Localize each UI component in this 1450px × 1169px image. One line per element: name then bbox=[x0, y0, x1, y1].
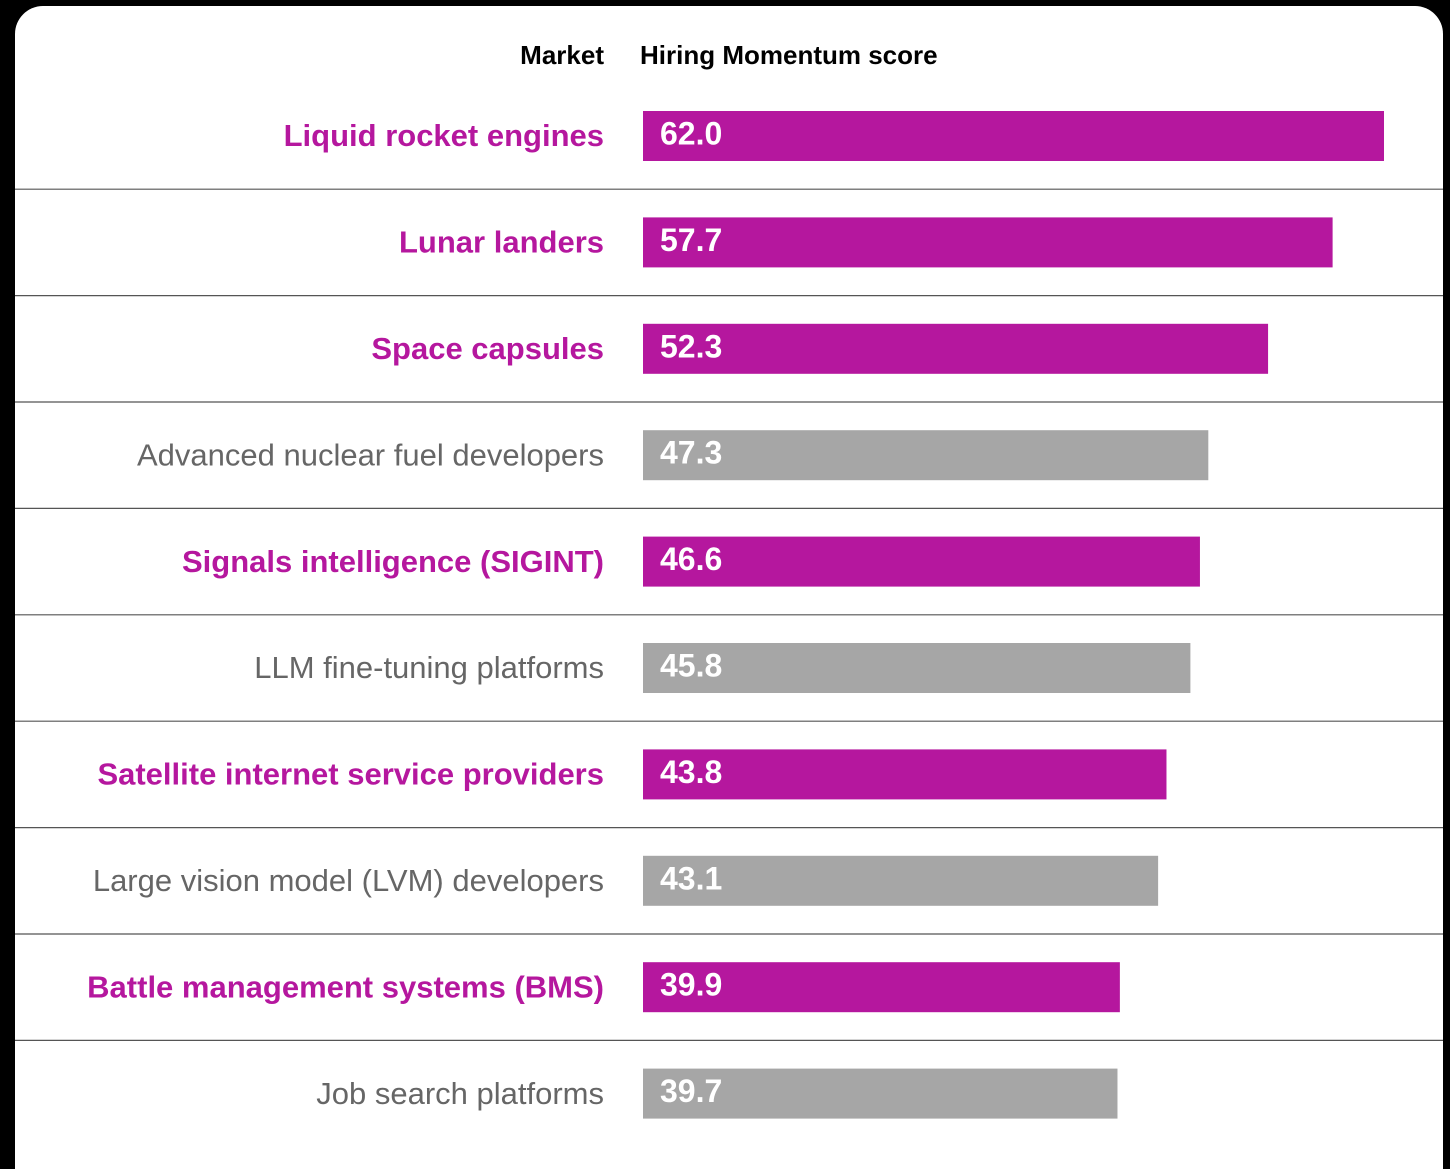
value-label: 52.3 bbox=[660, 328, 722, 364]
category-label: Satellite internet service providers bbox=[97, 757, 604, 792]
bar bbox=[643, 1068, 1118, 1119]
category-label: Signals intelligence (SIGINT) bbox=[182, 544, 604, 579]
bar bbox=[643, 643, 1191, 693]
category-label: Job search platforms bbox=[316, 1076, 604, 1111]
category-label: Large vision model (LVM) developers bbox=[93, 863, 604, 898]
value-label: 43.1 bbox=[660, 860, 722, 896]
category-label: LLM fine-tuning platforms bbox=[254, 650, 604, 685]
category-label: Space capsules bbox=[371, 331, 604, 366]
category-header: Market bbox=[520, 40, 604, 70]
value-label: 43.8 bbox=[660, 754, 722, 790]
bar bbox=[643, 749, 1167, 800]
value-label: 57.7 bbox=[660, 222, 722, 258]
value-label: 39.7 bbox=[660, 1073, 722, 1109]
bar bbox=[643, 430, 1209, 481]
category-label: Liquid rocket engines bbox=[284, 118, 604, 153]
value-header: Hiring Momentum score bbox=[640, 40, 938, 70]
value-label: 47.3 bbox=[660, 435, 722, 471]
category-label: Battle management systems (BMS) bbox=[87, 969, 604, 1004]
bar bbox=[643, 323, 1269, 374]
value-label: 39.9 bbox=[660, 967, 722, 1003]
category-label: Advanced nuclear fuel developers bbox=[137, 437, 604, 472]
bar bbox=[643, 217, 1333, 268]
bar bbox=[643, 536, 1200, 587]
value-label: 46.6 bbox=[660, 541, 722, 577]
bar bbox=[643, 855, 1159, 906]
value-label: 62.0 bbox=[660, 115, 722, 151]
category-label: Lunar landers bbox=[399, 225, 604, 260]
bar bbox=[643, 962, 1120, 1013]
bar bbox=[643, 111, 1384, 161]
value-label: 45.8 bbox=[660, 647, 722, 683]
